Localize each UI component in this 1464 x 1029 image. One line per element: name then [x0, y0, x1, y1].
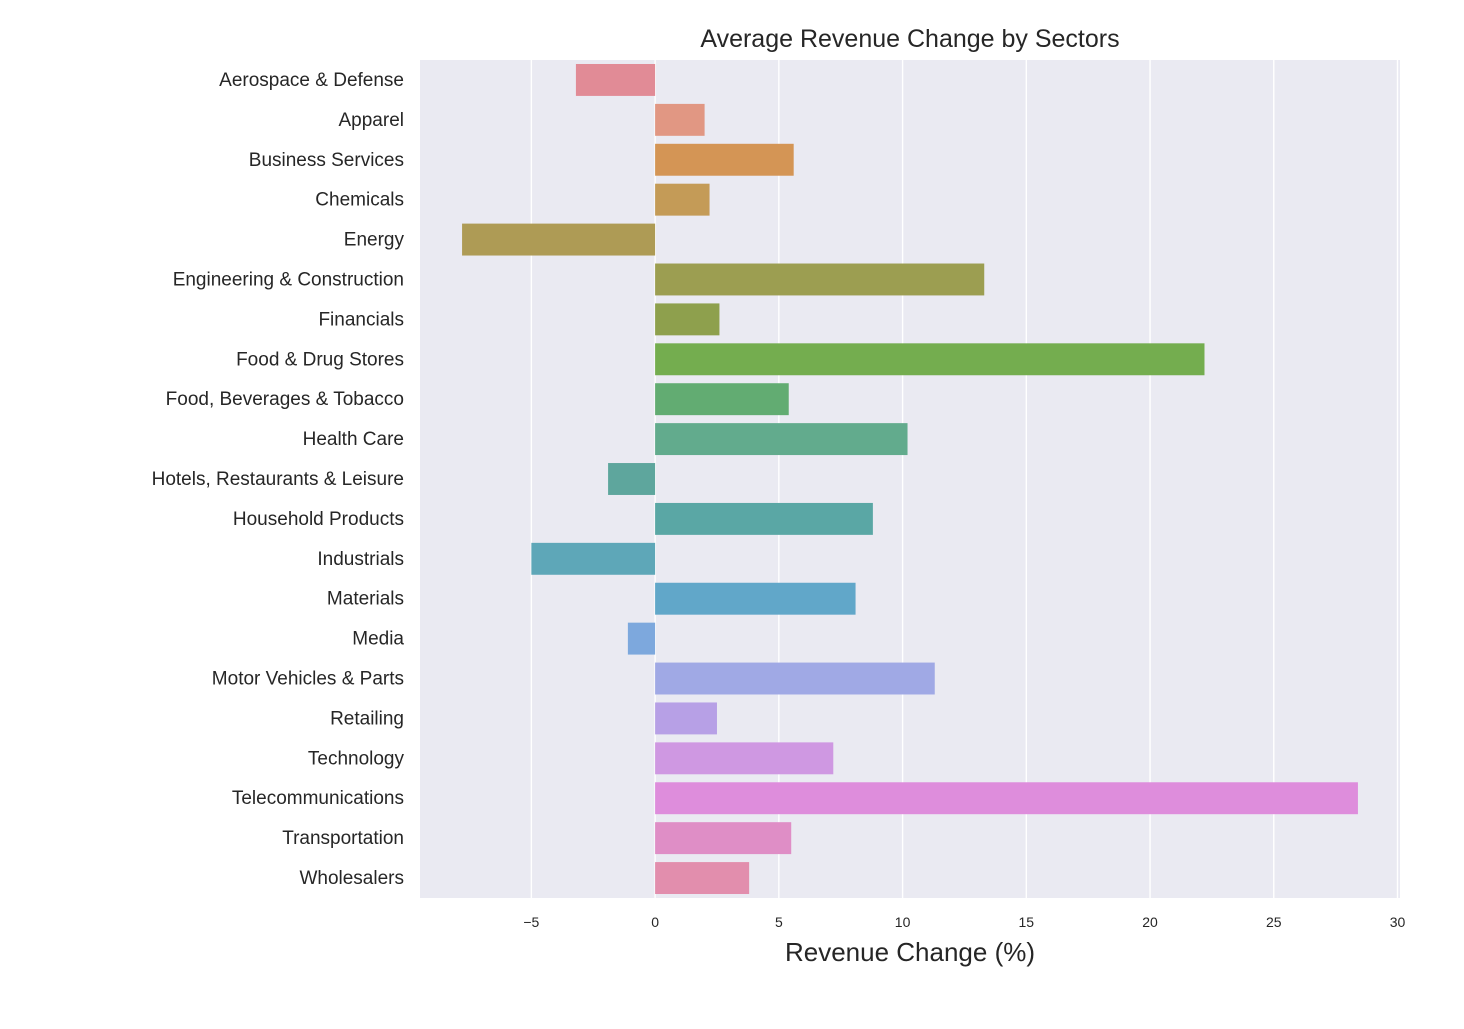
- x-tick-labels: −5 0 5 10 15 20 25 30: [523, 914, 1405, 930]
- category-label: Business Services: [249, 150, 404, 171]
- bar: [627, 622, 656, 655]
- bar: [655, 103, 705, 136]
- x-tick-label: 5: [775, 914, 783, 930]
- category-label: Engineering & Construction: [173, 269, 404, 290]
- category-label: Energy: [344, 230, 405, 251]
- bar: [655, 303, 720, 336]
- bar: [655, 862, 750, 895]
- bar: [655, 702, 717, 735]
- category-label: Wholesalers: [299, 868, 404, 889]
- bar: [655, 423, 908, 456]
- bar: [655, 383, 789, 416]
- bar: [655, 782, 1358, 815]
- bar: [655, 582, 856, 615]
- category-label: Materials: [327, 589, 404, 610]
- bars: [462, 63, 1358, 895]
- x-axis-title: Revenue Change (%): [785, 937, 1035, 967]
- category-label: Food & Drug Stores: [236, 349, 404, 370]
- bar: [655, 183, 710, 216]
- category-label: Retailing: [330, 708, 404, 729]
- bar: [608, 463, 656, 495]
- bar: [531, 542, 656, 575]
- x-tick-label: 0: [651, 914, 659, 930]
- bar: [655, 263, 985, 296]
- category-label: Telecommunications: [232, 788, 404, 809]
- category-label: Chemicals: [315, 190, 404, 211]
- category-label: Transportation: [282, 828, 404, 849]
- x-tick-label: 25: [1266, 914, 1282, 930]
- bar: [655, 502, 873, 535]
- bar: [655, 343, 1205, 376]
- plot-area: [420, 60, 1400, 898]
- x-tick-label: 10: [895, 914, 911, 930]
- category-label: Aerospace & Defense: [219, 70, 404, 91]
- bar: [462, 223, 656, 256]
- bar: [655, 742, 834, 775]
- x-tick-label: 15: [1019, 914, 1035, 930]
- category-label: Technology: [308, 748, 405, 769]
- category-label: Health Care: [303, 429, 404, 450]
- category-label: Hotels, Restaurants & Leisure: [152, 469, 404, 490]
- category-label: Industrials: [317, 549, 404, 570]
- category-label: Motor Vehicles & Parts: [212, 669, 404, 690]
- x-tick-label: 30: [1390, 914, 1406, 930]
- category-label: Media: [352, 629, 404, 650]
- bar: [655, 822, 792, 855]
- category-labels: Aerospace & Defense Apparel Business Servi…: [152, 70, 405, 889]
- bar: [655, 662, 935, 695]
- x-tick-label: −5: [523, 914, 539, 930]
- bar: [655, 143, 794, 176]
- category-label: Food, Beverages & Tobacco: [166, 389, 404, 410]
- category-label: Financials: [318, 309, 404, 330]
- chart-title: Average Revenue Change by Sectors: [700, 25, 1119, 53]
- category-label: Apparel: [339, 110, 405, 131]
- x-tick-label: 20: [1142, 914, 1158, 930]
- bar: [575, 63, 656, 96]
- category-label: Household Products: [233, 509, 404, 530]
